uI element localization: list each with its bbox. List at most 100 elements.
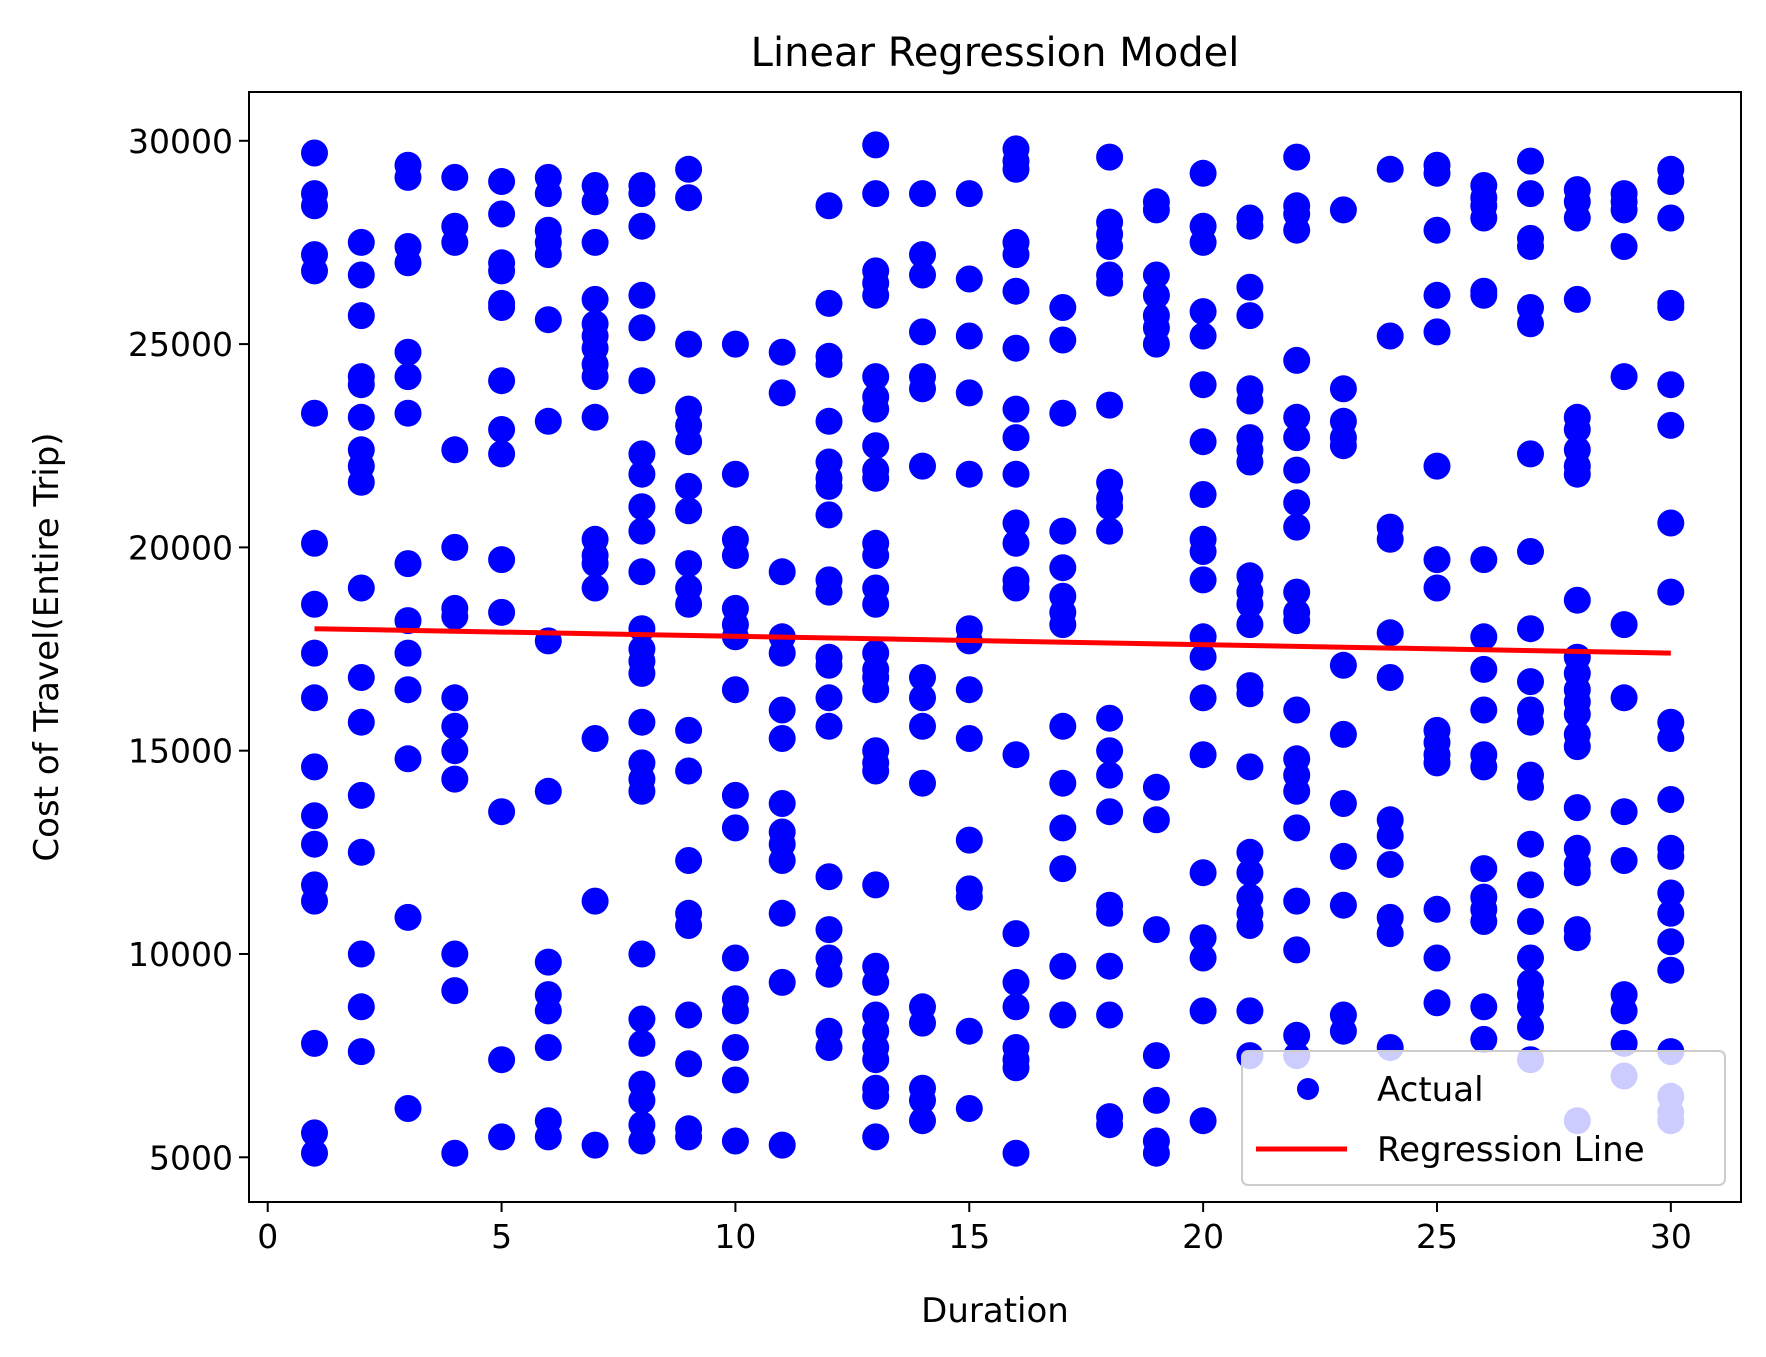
scatter-point [488,168,516,195]
scatter-point [1189,566,1217,594]
scatter-point [628,460,656,488]
scatter-point [1423,989,1451,1017]
scatter-point [815,289,843,317]
scatter-point [1189,298,1217,326]
scatter-point [394,163,422,191]
scatter-point [721,1034,749,1061]
scatter-point [721,814,749,842]
scatter-point [1517,180,1544,208]
y-tick-label: 20000 [128,528,233,567]
scatter-point [1049,1001,1077,1029]
scatter-point [1423,574,1451,602]
scatter-point [955,1017,983,1045]
scatter-point [1563,924,1591,952]
scatter-point [1189,428,1217,456]
scatter-point [1142,806,1170,834]
scatter-point [1049,326,1077,354]
scatter-point [301,639,328,667]
scatter-point [1283,489,1311,517]
scatter-point [955,883,983,911]
scatter-point [1376,322,1404,350]
scatter-point [862,1082,890,1110]
scatter-point [815,407,843,435]
scatter-point [721,781,749,809]
scatter-point [628,314,656,342]
scatter-point [1283,513,1311,541]
scatter-point [955,379,983,407]
scatter-point [675,847,703,874]
scatter-point [441,603,469,630]
x-axis-title: Duration [921,1291,1069,1331]
scatter-point [1096,1111,1124,1139]
scatter-point [862,757,890,785]
scatter-point [721,676,749,704]
scatter-point [1376,822,1404,850]
scatter-point [1142,1042,1170,1070]
scatter-point [1329,790,1357,817]
scatter-point [1142,1086,1170,1114]
legend-label-regression-line: Regression Line [1377,1130,1645,1170]
scatter-point [347,261,375,289]
scatter-point [1283,216,1311,244]
scatter-point [628,558,656,586]
scatter-point [1236,448,1264,476]
scatter-point [862,1046,890,1074]
scatter-point [441,684,469,712]
scatter-point [1517,830,1544,858]
scatter-point [534,306,562,334]
scatter-point [1610,196,1638,224]
scatter-point [1002,155,1030,183]
scatter-point [1002,241,1030,269]
scatter-point [1283,936,1311,964]
scatter-point [1470,696,1498,724]
scatter-point [1189,997,1217,1025]
scatter-point [628,1127,656,1155]
scatter-point [768,899,796,927]
scatter-point [347,664,375,691]
scatter-point [862,395,890,423]
scatter-point [675,155,703,183]
scatter-point [1283,887,1311,915]
scatter-point [581,403,609,431]
scatter-point [1096,737,1124,765]
x-axis-ticks: 0 5 10 15 20 25 30 [257,1202,1692,1256]
scatter-point [862,542,890,569]
scatter-point [347,838,375,866]
scatter-point [1423,281,1451,309]
scatter-point [1049,517,1077,545]
scatter-point [1657,509,1685,537]
scatter-point [862,464,890,492]
scatter-point [815,651,843,679]
scatter-point [1236,753,1264,781]
scatter-point [1283,424,1311,452]
scatter-point [1096,493,1124,521]
scatter-point [1002,424,1030,452]
scatter-point [628,367,656,395]
scatter-point [581,228,609,256]
scatter-point [1657,879,1685,907]
scatter-point [628,440,656,468]
scatter-point [301,802,328,830]
scatter-point [488,294,516,321]
scatter-point [1142,1139,1170,1167]
scatter-point [1002,395,1030,423]
scatter-point [1470,753,1498,781]
scatter-point [628,940,656,968]
scatter-point [581,1131,609,1159]
scatter-point [1423,216,1451,244]
scatter-point [1002,1054,1030,1082]
scatter-point [628,1005,656,1033]
scatter-point [301,192,328,220]
scatter-point [675,590,703,618]
scatter-point [1657,725,1685,752]
scatter-point [1096,1001,1124,1029]
legend-marker-actual [1297,1078,1319,1100]
scatter-point [1470,655,1498,683]
scatter-point [1657,371,1685,399]
scatter-point [909,769,936,797]
scatter-point [301,830,328,858]
scatter-point [1423,452,1451,480]
scatter-point [347,1038,375,1066]
scatter-point [675,1050,703,1078]
scatter-point [955,676,983,704]
